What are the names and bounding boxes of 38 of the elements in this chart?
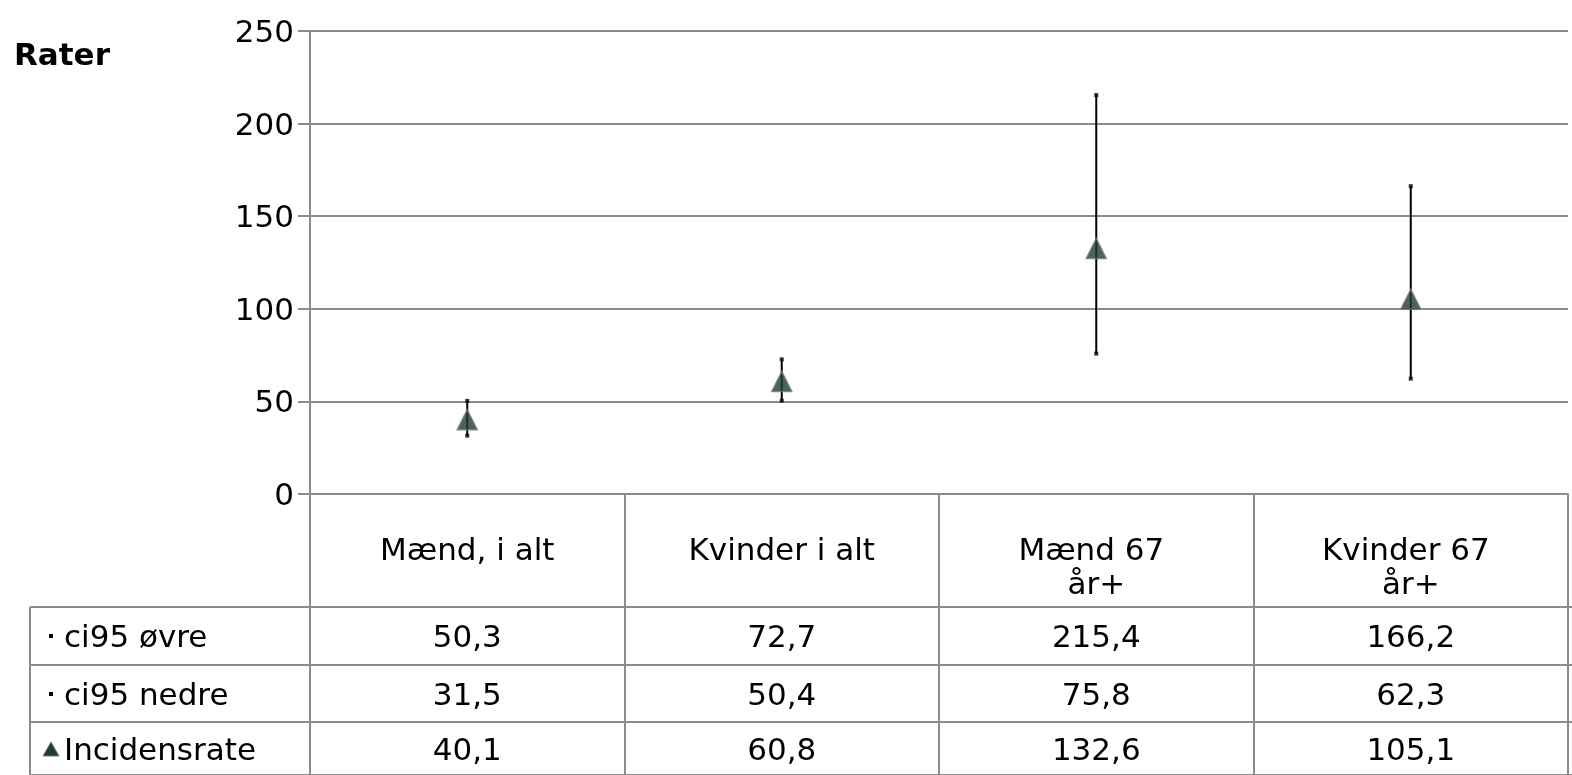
point bbox=[1408, 376, 1413, 381]
y-axis-title: Rater bbox=[14, 35, 111, 72]
point bbox=[1094, 351, 1099, 356]
data-label: 72,7 bbox=[746, 617, 818, 656]
y-tick-label: 50 bbox=[254, 383, 294, 420]
data-label: 50,4 bbox=[746, 674, 818, 714]
point bbox=[465, 433, 470, 438]
legend-label: ci95 nedre bbox=[64, 675, 229, 712]
x-tick-label: Mænd, i alt bbox=[380, 531, 555, 567]
y-tick-label: 150 bbox=[234, 198, 294, 235]
data-label: 40,1 bbox=[431, 729, 503, 769]
point bbox=[1408, 184, 1413, 189]
point bbox=[456, 408, 478, 431]
y-tick-label: 200 bbox=[234, 105, 294, 142]
y-tick-label: 0 bbox=[274, 476, 294, 512]
point bbox=[465, 398, 470, 403]
y-tick-label: 250 bbox=[234, 13, 294, 49]
point bbox=[779, 398, 784, 403]
data-label: 105,1 bbox=[1365, 729, 1457, 769]
legend-label: Incidensrate bbox=[64, 730, 256, 767]
point bbox=[771, 370, 793, 393]
x-tick-label: Kvinder 67 år+ bbox=[1321, 531, 1500, 601]
data-label: 75,8 bbox=[1060, 674, 1132, 714]
point bbox=[1085, 237, 1107, 260]
x-tick-label: Kvinder i alt bbox=[688, 531, 876, 567]
legend-label: ci95 øvre bbox=[64, 618, 208, 654]
data-label: 60,8 bbox=[746, 729, 818, 769]
point bbox=[1400, 288, 1422, 311]
data-label: 50,3 bbox=[431, 617, 503, 656]
data-label: 166,2 bbox=[1365, 617, 1457, 656]
data-label: 215,4 bbox=[1050, 617, 1142, 656]
y-tick-label: 100 bbox=[234, 290, 294, 327]
x-tick-label: Mænd 67 år+ bbox=[1018, 531, 1175, 601]
point bbox=[1094, 93, 1099, 98]
data-label: 31,5 bbox=[431, 674, 503, 714]
data-label: 132,6 bbox=[1050, 729, 1142, 769]
data-label: 62,3 bbox=[1375, 674, 1447, 714]
point bbox=[779, 357, 784, 362]
